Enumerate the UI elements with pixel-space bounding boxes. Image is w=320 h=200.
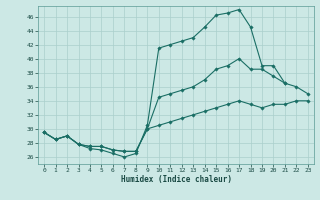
X-axis label: Humidex (Indice chaleur): Humidex (Indice chaleur): [121, 175, 231, 184]
